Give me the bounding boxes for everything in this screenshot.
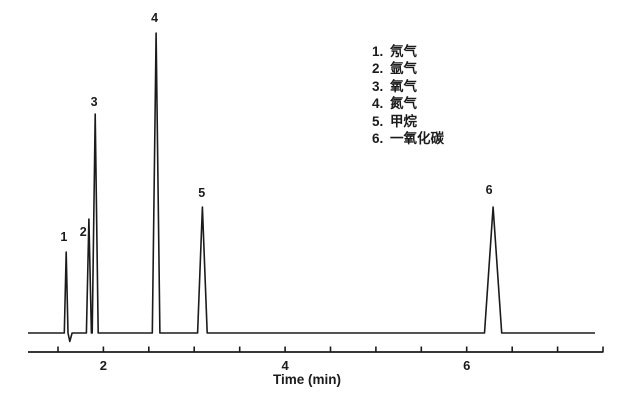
x-tick-label: 2: [99, 358, 108, 373]
legend-item-number: 3.: [372, 78, 384, 94]
legend-item-name: 氖气: [390, 44, 417, 59]
legend-item-number: 5.: [372, 113, 384, 129]
legend-item-name: 氩气: [390, 61, 417, 77]
peak-label: 3: [90, 94, 98, 109]
legend-item: 6. 一氧化碳: [372, 130, 444, 147]
x-tick-label: 4: [281, 358, 289, 373]
legend-item-name: 甲烷: [390, 113, 417, 129]
peak-label: 1: [60, 229, 68, 244]
legend-item-name: 一氧化碳: [390, 131, 444, 147]
peak-label: 5: [198, 185, 206, 200]
legend: 1. 氖气 2. 氩气 3. 氧气 4. 氮气 5. 甲烷 6. 一氧化碳: [372, 43, 444, 147]
legend-item-number: 4.: [372, 96, 384, 112]
peak-label: 2: [79, 224, 87, 239]
x-axis-title: Time (min): [272, 372, 342, 387]
peak-label: 4: [151, 10, 159, 25]
x-axis-ticks: [57, 346, 604, 353]
chromatogram-trace: [28, 32, 595, 343]
x-tick-label: 6: [463, 358, 471, 373]
legend-item-number: 2.: [372, 61, 384, 77]
x-axis-tick: [57, 346, 604, 353]
legend-item: 5. 甲烷: [372, 113, 444, 130]
peak-label: 6: [485, 182, 493, 197]
legend-item-name: 氧气: [390, 78, 417, 94]
legend-item: 2. 氩气: [372, 60, 444, 77]
legend-item-number: 6.: [372, 131, 384, 147]
legend-item-number: 1.: [372, 44, 384, 59]
legend-item: 1. 氖气: [372, 43, 444, 60]
legend-item: 3. 氧气: [372, 78, 444, 95]
legend-item: 4. 氮气: [372, 95, 444, 112]
legend-item-name: 氮气: [390, 96, 417, 112]
